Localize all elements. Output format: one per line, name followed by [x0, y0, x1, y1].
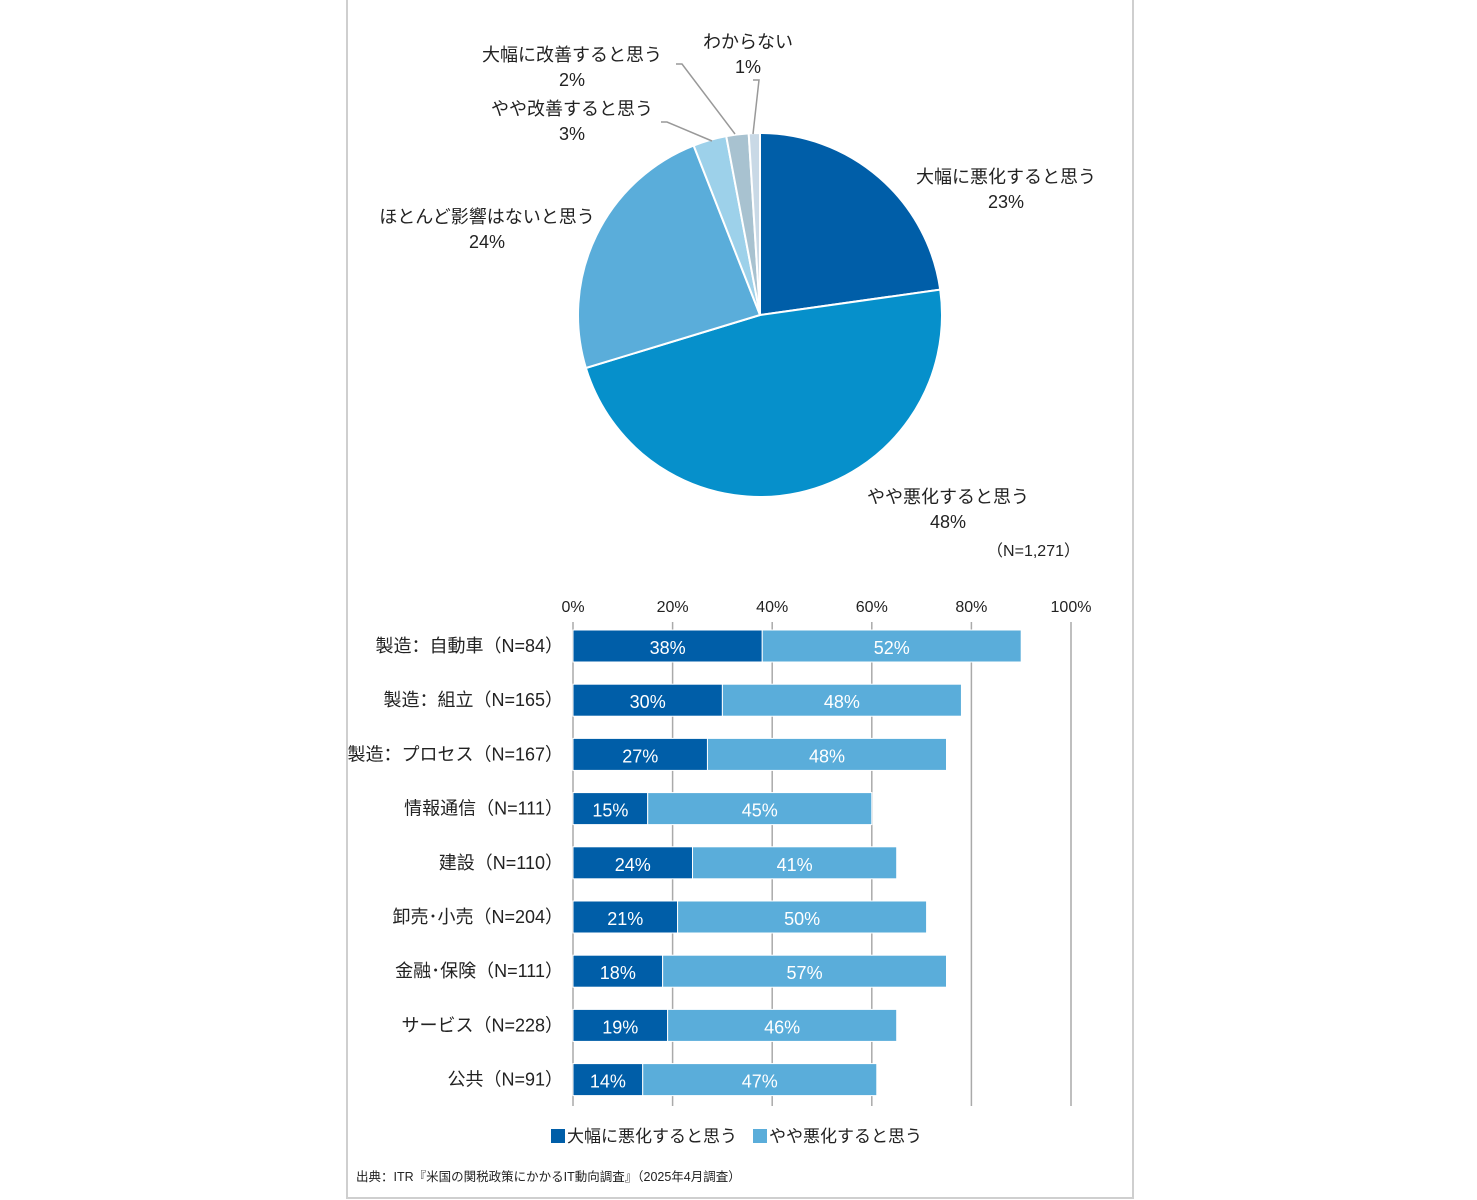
pie-value-label: 1% — [735, 57, 761, 77]
pie-value-label: 48% — [930, 512, 966, 532]
bar-value-label: 52% — [874, 638, 910, 658]
bar-value-label: 48% — [824, 692, 860, 712]
category-label: 製造：組立（N=165） — [383, 690, 563, 710]
bar-value-label: 47% — [742, 1072, 778, 1092]
bar-value-label: 19% — [602, 1017, 638, 1037]
bar-segment — [572, 683, 723, 717]
bar-chart: 0% 20% 40% 60% 80% 100% 製造：自動車（N=84） 38% 52% 製造：組… — [347, 599, 1091, 1146]
leader-line — [752, 79, 760, 135]
category-label: 製造：プロセス（N=167） — [347, 744, 563, 764]
pie-label: わからない — [703, 32, 793, 52]
pie-labels: 大幅に悪化すると思う 23% やや悪化すると思う 48% ほとんど影響はないと思う 24%… — [379, 32, 1096, 532]
bar-segment — [667, 1008, 898, 1042]
leader-line — [661, 121, 713, 142]
bar-segment — [721, 683, 962, 717]
bar-segment — [706, 737, 948, 771]
bar-segment — [677, 900, 928, 934]
legend-label: やや悪化すると思う — [769, 1127, 922, 1146]
x-tick-label: 0% — [561, 599, 584, 616]
bar-value-label: 14% — [590, 1072, 626, 1092]
bar-value-label: 46% — [764, 1017, 800, 1037]
bar-value-label: 41% — [777, 855, 813, 875]
legend-swatch — [753, 1129, 767, 1143]
bar-value-label: 18% — [600, 963, 636, 983]
category-label: 卸売･小売（N=204） — [392, 907, 563, 927]
bar-value-label: 21% — [607, 909, 643, 929]
bar-segment — [761, 629, 1022, 663]
bar-segment — [572, 954, 664, 988]
bar-segment — [572, 1008, 669, 1042]
pie-slice — [759, 131, 942, 317]
bar-segment — [647, 792, 873, 826]
category-label: 建設（N=110） — [439, 853, 563, 873]
pie-value-label: 23% — [988, 192, 1024, 212]
x-tick-label: 100% — [1051, 599, 1092, 616]
bar-segment — [572, 737, 708, 771]
source-note: 出典：ITR『米国の関税政策にかかるIT動向調査』（2025年4月調査） — [356, 1169, 741, 1184]
bar-segment — [572, 1063, 644, 1097]
pie-label: やや悪化すると思う — [867, 487, 1029, 507]
pie-label: ほとんど影響はないと思う — [379, 207, 594, 227]
bar-value-label: 57% — [787, 963, 823, 983]
x-tick-label: 80% — [955, 599, 987, 616]
legend-swatch — [551, 1129, 565, 1143]
pie-value-label: 2% — [559, 70, 585, 90]
bar-value-label: 48% — [809, 746, 845, 766]
pie-sample-size: （N=1,271） — [987, 542, 1080, 560]
legend-label: 大幅に悪化すると思う — [567, 1127, 737, 1146]
category-label: 公共（N=91） — [447, 1070, 563, 1090]
bar-value-label: 15% — [592, 801, 628, 821]
category-label: 製造：自動車（N=84） — [375, 636, 563, 656]
pie-label: 大幅に悪化すると思う — [916, 167, 1096, 187]
chart-frame — [346, 0, 1134, 1199]
pie-slice — [747, 131, 761, 316]
bar-value-label: 24% — [615, 855, 651, 875]
bar-value-label: 30% — [630, 692, 666, 712]
bar-value-label: 27% — [622, 746, 658, 766]
bar-segment — [572, 629, 763, 663]
pie-label: 大幅に改善すると思う — [482, 45, 662, 65]
bar-value-label: 50% — [784, 909, 820, 929]
bar-segment — [572, 846, 694, 880]
pie-value-label: 24% — [469, 232, 505, 252]
x-tick-label: 20% — [657, 599, 689, 616]
leader-line — [676, 63, 736, 135]
pie-value-label: 3% — [559, 124, 585, 144]
x-tick-label: 60% — [856, 599, 888, 616]
pie-chart — [577, 131, 943, 498]
bar-value-label: 38% — [650, 638, 686, 658]
bar-segment — [662, 954, 947, 988]
category-label: 情報通信（N=111） — [404, 799, 563, 819]
bar-value-label: 45% — [742, 801, 778, 821]
bar-segment — [642, 1063, 878, 1097]
x-tick-label: 40% — [756, 599, 788, 616]
category-label: 金融･保険（N=111） — [395, 961, 563, 981]
bar-segment — [572, 900, 679, 934]
category-label: サービス（N=228） — [401, 1015, 563, 1035]
pie-label: やや改善すると思う — [491, 99, 653, 119]
bar-segment — [692, 846, 898, 880]
